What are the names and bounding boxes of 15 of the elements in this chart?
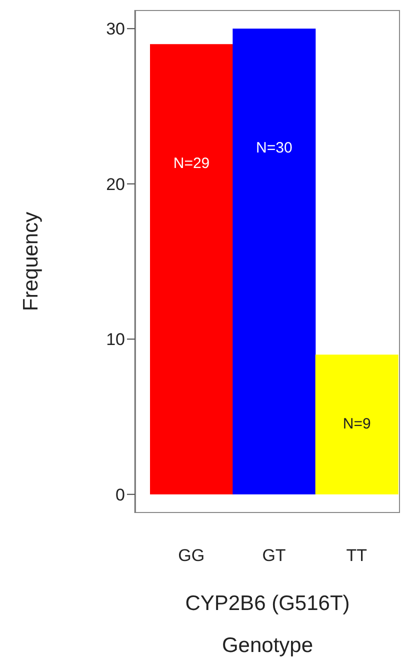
y-tick-label: 30	[106, 20, 125, 39]
bar	[232, 28, 316, 494]
y-tick-label: 10	[106, 330, 125, 350]
x-tick-label: TT	[346, 546, 368, 566]
bar	[150, 44, 233, 494]
y-tick-label: 20	[106, 174, 125, 194]
x-axis-title: CYP2B6 (G516T) Genotype	[184, 591, 351, 659]
y-tick-label: 0	[116, 485, 125, 504]
data-label: N=29	[173, 155, 210, 172]
x-tick-label: GG	[178, 546, 205, 566]
bar	[315, 354, 398, 494]
data-label: N=9	[342, 415, 371, 432]
x-tick-label: GT	[262, 546, 286, 566]
data-label: N=30	[256, 140, 292, 157]
y-axis-title: Frequency	[19, 211, 42, 312]
